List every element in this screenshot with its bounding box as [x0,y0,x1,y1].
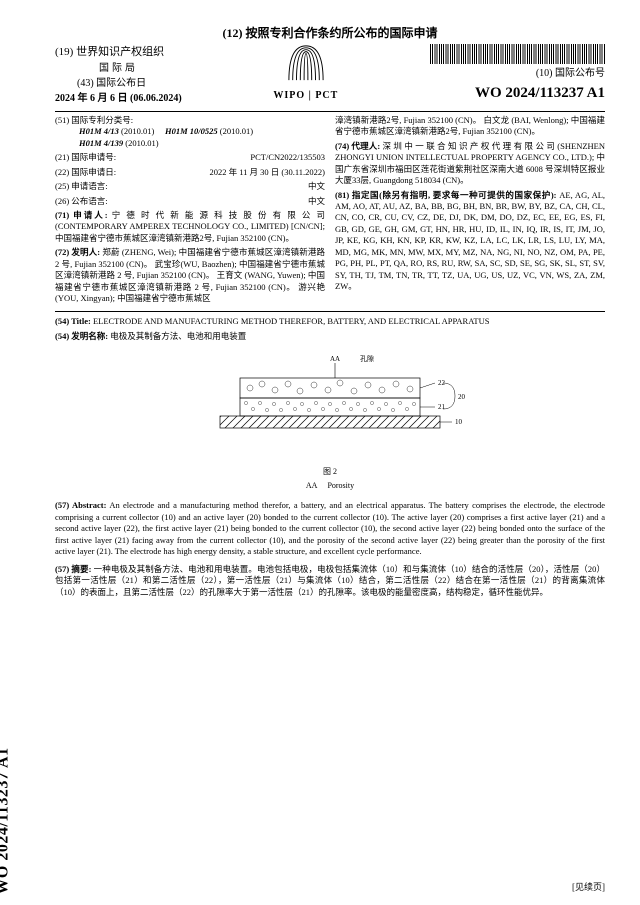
org-prefix: (19) [55,46,73,58]
abstract-en: (57) Abstract: An electrode and a manufa… [55,500,605,557]
f54-cn-label: (54) 发明名称: [55,331,108,341]
title-section: (54) Title: ELECTRODE AND MANUFACTURING … [55,316,605,343]
field-72-cont: 漳湾镇新港路2号, Fujian 352100 (CN)。 白文龙 (BAI, … [335,115,605,138]
field-74: (74) 代理人: 深 圳 中 一 联 合 知 识 产 权 代 理 有 限 公 … [335,141,605,187]
f51-label: (51) 国际专利分类号: [55,115,133,125]
f81-val: AE, AG, AL, AM, AO, AT, AU, AZ, BA, BB, … [335,190,605,292]
anno-label: 孔隙 [360,354,374,363]
abstract-cn: (57) 摘要: 一种电极及其制备方法、电池和用电装置。电池包括电极，电极包括集… [55,564,605,598]
f51-b-yr: (2010.01) [220,126,253,136]
bureau: 国际局 [55,61,182,76]
f51-c: H01M 4/139 [79,138,123,148]
pubno-label: (10) 国际公布号 [430,67,605,81]
f57-en: An electrode and a manufacturing method … [55,500,605,556]
f51-a: H01M 4/13 [79,126,119,136]
header-right: (10) 国际公布号 WO 2024/113237 A1 [430,44,605,103]
pubdate: 2024 年 6 月 6 日 (06.06.2024) [55,91,182,106]
f74-label: (74) 代理人: [335,141,380,151]
biblio-section: (51) 国际专利分类号: H01M 4/13 (2010.01) H01M 1… [55,115,605,308]
f26-label: (26) 公布语言: [55,196,108,207]
f21-label: (21) 国际申请号: [55,152,116,163]
field-81: (81) 指定国(除另有指明, 要求每一种可提供的国家保护): AE, AG, … [335,190,605,293]
f57-cn-label: (57) 摘要: [55,564,91,574]
f54-en: ELECTRODE AND MANUFACTURING METHOD THERE… [93,316,490,326]
field-51: (51) 国际专利分类号: H01M 4/13 (2010.01) H01M 1… [55,115,325,149]
header-center: WIPO | PCT [268,44,343,102]
figure-svg: AA 孔隙 [180,353,480,463]
ref-10: 10 [455,418,463,426]
figure-2: AA 孔隙 [55,353,605,493]
biblio-col-right: 漳湾镇新港路2号, Fujian 352100 (CN)。 白文龙 (BAI, … [335,115,605,308]
f21-val: PCT/CN2022/135503 [250,152,325,163]
f81-label: (81) 指定国(除另有指明, 要求每一种可提供的国家保护): [335,190,557,200]
field-22: (22) 国际申请日: 2022 年 11 月 30 日 (30.11.2022… [55,167,325,178]
f25-val: 中文 [308,181,325,192]
header: (12) 按照专利合作条约所公布的国际申请 (19) 世界知识产权组织 国际局 … [55,25,605,106]
fig-caption-cn: 图 2 [55,467,605,478]
f51-a-yr: (2010.01) [121,126,154,136]
footer-continued: [见续页] [572,881,605,893]
layer-22-texture [247,380,413,394]
f25-label: (25) 申请语言: [55,181,108,192]
ref-20: 20 [458,393,466,401]
ref-21: 21 [438,403,446,411]
f22-val: 2022 年 11 月 30 日 (30.11.2022) [209,167,325,178]
fig-caption-en: AA Porosity [55,481,605,492]
barcode-icon [430,44,605,64]
wipo-logo-icon [287,44,325,82]
side-pubno: WO 2024/113237 A1 [0,748,14,895]
f71-label: (71) 申请人: [55,210,108,220]
wipo-label: WIPO | PCT [273,89,338,103]
f54-cn: 电极及其制备方法、电池和用电装置 [110,331,246,341]
f57-cn: 一种电极及其制备方法、电池和用电装置。电池包括电极，电极包括集流体（10）和与集… [55,564,605,597]
f51-c-yr: (2010.01) [125,138,158,148]
pubdate-label: (43) 国际公布日 [55,76,182,91]
layer-21-texture [244,401,415,411]
field-25: (25) 申请语言: 中文 [55,181,325,192]
title-en: (54) Title: ELECTRODE AND MANUFACTURING … [55,316,605,327]
f54-en-label: (54) Title: [55,316,91,326]
fig-caption-en-a: AA [306,481,318,490]
anno-aa: AA [330,355,340,363]
f51-b: H01M 10/0525 [165,126,218,136]
biblio-col-left: (51) 国际专利分类号: H01M 4/13 (2010.01) H01M 1… [55,115,325,308]
pubno: WO 2024/113237 A1 [430,83,605,103]
kind-code: (12) 按照专利合作条约所公布的国际申请 [55,25,605,41]
f22-label: (22) 国际申请日: [55,167,116,178]
field-71: (71) 申请人: 宁 德 时 代 新 能 源 科 技 股 份 有 限 公 司 … [55,210,325,244]
field-26: (26) 公布语言: 中文 [55,196,325,207]
fig-caption-en-b: Porosity [327,481,354,490]
title-cn: (54) 发明名称: 电极及其制备方法、电池和用电装置 [55,331,605,342]
f72-cont: 漳湾镇新港路2号, Fujian 352100 (CN)。 白文龙 (BAI, … [335,115,605,136]
f57-en-label: (57) Abstract: [55,500,106,510]
f26-val: 中文 [308,196,325,207]
org-name: 世界知识产权组织 [76,46,164,58]
rule-top [55,111,605,112]
field-72: (72) 发明人: 郑蔚 (ZHENG, Wei); 中国福建省宁德市蕉城区漳湾… [55,247,325,304]
f72-label: (72) 发明人: [55,247,100,257]
rule-mid [55,311,605,312]
header-left: (19) 世界知识产权组织 国际局 (43) 国际公布日 2024 年 6 月 … [55,44,182,106]
field-21: (21) 国际申请号: PCT/CN2022/135503 [55,152,325,163]
